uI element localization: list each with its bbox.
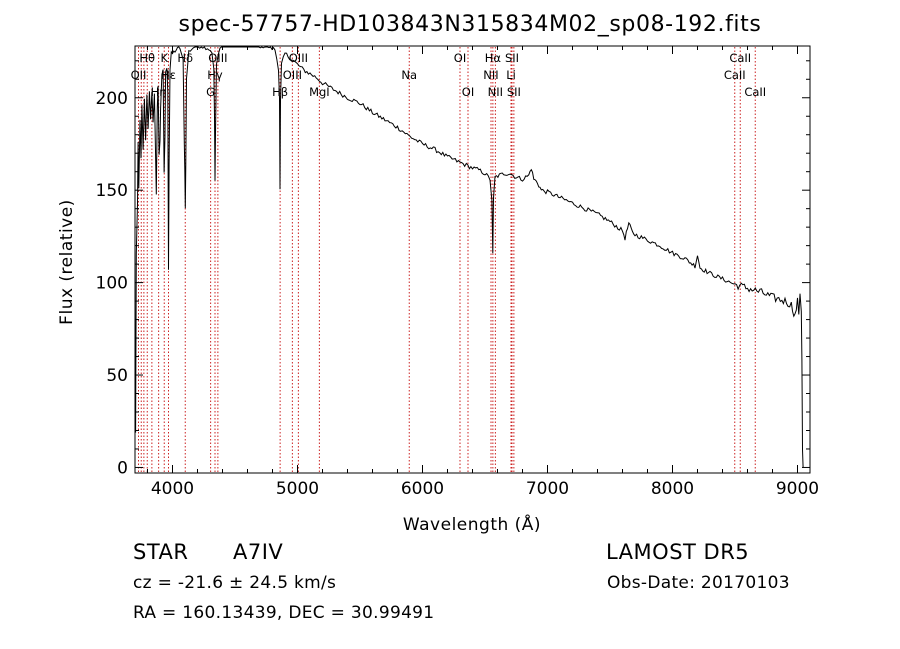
spectral-line-markers [138, 47, 756, 472]
y-tick-label: 50 [106, 366, 128, 386]
y-axis-ticks: 0 50 100 150 200 [96, 60, 810, 478]
spectrum-line [134, 46, 804, 468]
redshift-cz: cz = -21.6 ± 24.5 km/s [133, 573, 337, 593]
x-axis-ticks: 4000 5000 6000 7000 8000 9000 [147, 46, 819, 499]
spectral-line-label: Hδ [177, 51, 193, 65]
spectral-line-label: Hγ [207, 68, 223, 82]
spectral-line-label: SII [507, 85, 521, 99]
x-tick-label: 9000 [776, 479, 819, 499]
spectral-subclass: A7IV [233, 540, 284, 564]
spectral-line-label: OI [462, 85, 474, 99]
ra-dec-coordinates: RA = 160.13439, DEC = 30.99491 [133, 603, 435, 623]
x-tick-label: 8000 [651, 479, 694, 499]
spectral-line-labels: OIIHθHηKHεHδGHγOIIIHβOIIIOIIIMgINaOIOINI… [131, 51, 767, 99]
spectral-line-label: MgI [309, 85, 330, 99]
chart-title: spec-57757-HD103843N315834M02_sp08-192.f… [178, 12, 762, 37]
x-axis-label: Wavelength (Å) [403, 513, 541, 535]
spectral-line-label: Hβ [272, 85, 288, 99]
y-tick-label: 150 [96, 181, 128, 201]
y-tick-label: 0 [117, 458, 128, 478]
observation-date: Obs-Date: 20170103 [607, 573, 790, 593]
x-tick-label: 5000 [276, 479, 319, 499]
survey-name: LAMOST DR5 [606, 540, 750, 564]
x-tick-label: 6000 [401, 479, 444, 499]
spectral-line-label: Hθ [139, 51, 155, 65]
spectral-line-label: NII [483, 68, 498, 82]
y-axis-label: Flux (relative) [57, 199, 77, 325]
spectrum-series [134, 46, 804, 468]
spectral-line-label: CaII [724, 68, 746, 82]
spectral-line-label: SII [505, 51, 519, 65]
y-tick-label: 100 [96, 274, 128, 294]
spectral-line-label: CaII [744, 85, 766, 99]
spectral-line-label: OI [454, 51, 466, 65]
spectral-line-label: OIII [283, 68, 302, 82]
object-type: STAR [133, 540, 189, 564]
spectral-line-label: G [206, 85, 215, 99]
spectral-line-label: OII [131, 68, 147, 82]
spectral-line-label: CaII [729, 51, 751, 65]
plot-frame [134, 45, 811, 474]
spectral-line-label: Li [506, 68, 516, 82]
x-tick-label: 4000 [151, 479, 194, 499]
spectral-line-label: OIII [289, 51, 308, 65]
x-tick-label: 7000 [526, 479, 569, 499]
spectral-line-label: Hε [161, 68, 176, 82]
y-tick-label: 200 [96, 89, 128, 109]
spectral-line-label: NII [488, 85, 503, 99]
spectral-line-label: Na [401, 68, 417, 82]
spectral-line-label: Hα [485, 51, 502, 65]
spectral-line-label: K [160, 51, 168, 65]
